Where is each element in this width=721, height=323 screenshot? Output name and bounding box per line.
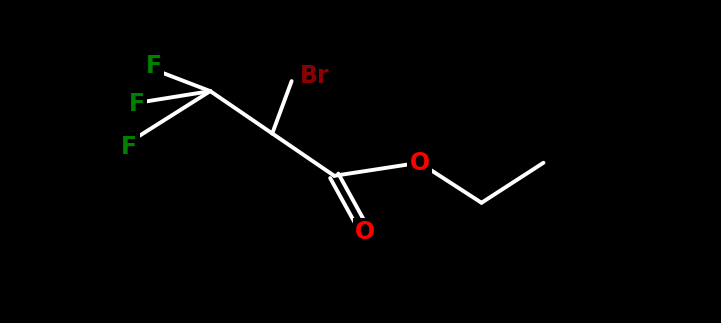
Text: F: F [121, 135, 137, 159]
Text: F: F [129, 92, 145, 116]
Text: F: F [146, 55, 162, 78]
Text: Br: Br [299, 64, 329, 88]
Text: O: O [410, 151, 430, 175]
Text: O: O [355, 220, 376, 244]
